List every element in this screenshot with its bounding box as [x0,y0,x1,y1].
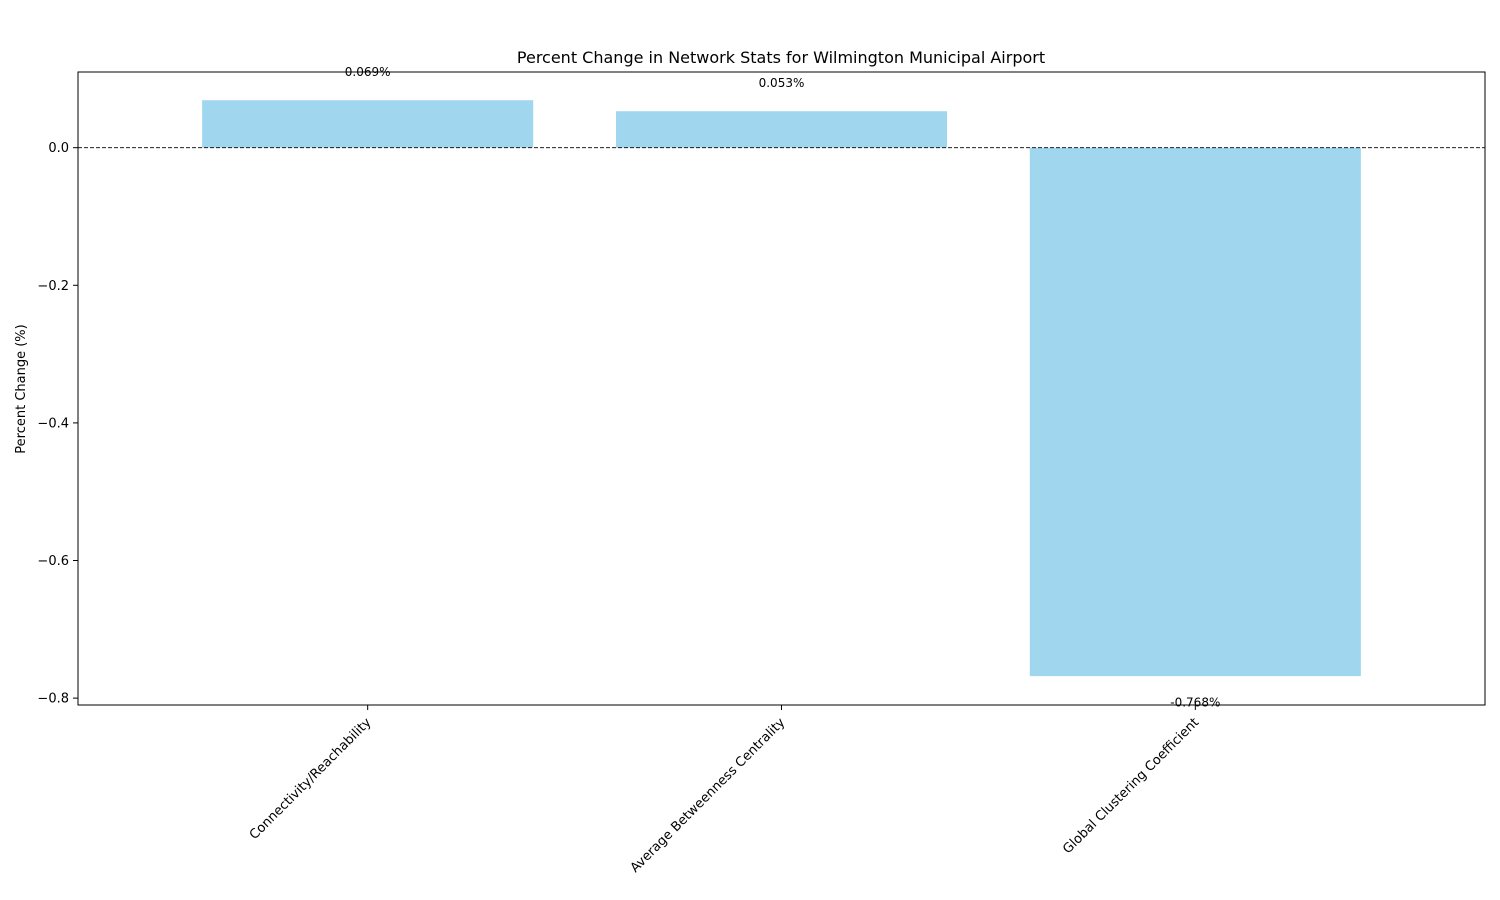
data-label-1: 0.069% [345,65,391,79]
y-axis-ticks: 0.0 −0.2 −0.4 −0.6 −0.8 [37,141,78,707]
x-axis-ticks: Connectivity/Reachability Average Between… [247,705,1202,876]
chart-title: Percent Change in Network Stats for Wilm… [517,48,1045,67]
y-tick-label-3: −0.4 [37,416,69,431]
bar-2 [615,111,948,148]
data-label-2: 0.053% [759,76,805,90]
y-tick-label-4: −0.6 [37,554,69,569]
x-tick-label-2: Average Betweenness Centrality [628,715,789,876]
bar-1 [202,100,534,148]
x-tick-label-1: Connectivity/Reachability [247,715,375,843]
bars-group [202,100,1361,677]
data-label-3: -0.768% [1170,696,1220,710]
bar-3 [1029,147,1361,677]
y-tick-label-2: −0.2 [37,279,69,294]
data-labels-group: 0.069% 0.053% -0.768% [345,65,1221,710]
x-tick-label-3: Global Clustering Coefficient [1060,715,1202,857]
y-axis-label: Percent Change (%) [14,324,29,453]
y-tick-label-1: 0.0 [48,141,69,156]
y-tick-label-5: −0.8 [37,692,69,707]
